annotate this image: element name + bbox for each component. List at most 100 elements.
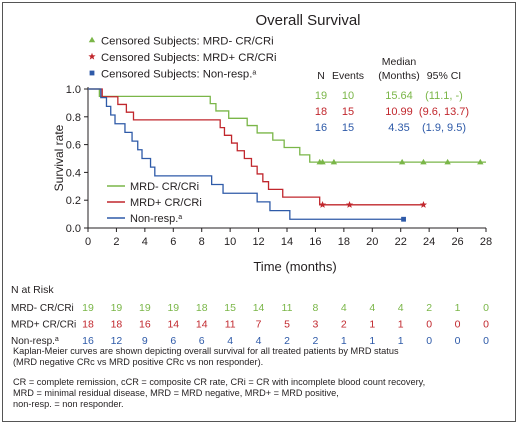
risk-count-non_resp: 0	[426, 335, 432, 347]
legend-line-label-mrd_neg: MRD- CR/CRi	[130, 181, 199, 193]
summary-header-events: Events	[332, 70, 364, 82]
figure-frame: Overall Survival Censored Subjects: MRD-…	[2, 2, 516, 422]
x-tick-label: 26	[451, 236, 463, 248]
footnote-line: CR = complete remission, cCR = composite…	[13, 377, 426, 387]
risk-table-title: N at Risk	[11, 284, 54, 296]
risk-count-mrd_pos: 1	[369, 319, 375, 331]
x-tick-label: 6	[170, 236, 176, 248]
summary-median-mrd_pos: 10.99	[385, 106, 413, 118]
x-tick-label: 14	[281, 236, 293, 248]
x-tick-label: 0	[85, 236, 91, 248]
y-tick-label: 0.4	[66, 167, 81, 179]
summary-n-mrd_neg: 19	[315, 90, 327, 102]
y-tick-label: 0.6	[66, 140, 81, 152]
risk-count-mrd_neg: 15	[224, 302, 236, 314]
risk-count-mrd_pos: 14	[167, 319, 179, 331]
survival-chart: Overall Survival Censored Subjects: MRD-…	[11, 12, 492, 348]
risk-count-mrd_neg: 4	[341, 302, 347, 314]
risk-count-mrd_neg: 19	[82, 302, 94, 314]
risk-count-mrd_pos: 18	[111, 319, 123, 331]
risk-count-mrd_pos: 0	[455, 319, 461, 331]
x-axis-label: Time (months)	[253, 259, 336, 274]
footnote-line: (MRD negative CRc vs MRD positive CRc vs…	[13, 357, 264, 368]
summary-n-mrd_pos: 18	[315, 106, 327, 118]
footnote-line: non-resp. = non responder.	[13, 399, 124, 410]
risk-count-mrd_pos: 3	[313, 319, 319, 331]
median-summary-table: Median N Events (Months) 95% CI 19 10 15.64 (11.…	[315, 56, 469, 134]
risk-count-mrd_neg: 14	[253, 302, 265, 314]
risk-count-mrd_pos: 5	[284, 319, 290, 331]
summary-ci-mrd_neg: (11.1, -)	[425, 90, 463, 102]
summary-header-median-unit: (Months)	[378, 70, 419, 82]
legend-line-label-mrd_pos: MRD+ CR/CRi	[130, 197, 202, 209]
x-tick-label: 20	[366, 236, 378, 248]
x-tick-label: 18	[338, 236, 350, 248]
chart-title: Overall Survival	[255, 12, 360, 29]
risk-count-mrd_neg: 0	[483, 302, 489, 314]
risk-count-mrd_neg: 18	[196, 302, 208, 314]
risk-count-mrd_pos: 7	[256, 319, 262, 331]
y-tick-label: 0.2	[66, 195, 81, 207]
x-tick-label: 24	[423, 236, 435, 248]
risk-count-non_resp: 0	[455, 335, 461, 347]
summary-ci-mrd_pos: (9.6, 13.7)	[419, 106, 469, 118]
footnote-line: Kaplan-Meier curves are shown depicting …	[13, 346, 399, 356]
risk-count-non_resp: 6	[170, 335, 176, 347]
legend-marker-mrd_neg	[88, 36, 96, 43]
risk-count-mrd_neg: 2	[426, 302, 432, 314]
censor-mark-mrd_neg	[477, 158, 484, 165]
risk-count-mrd_pos: 2	[341, 319, 347, 331]
censor-mark-mrd_pos	[318, 200, 327, 208]
footnote-line: MRD = minimal residual disease, MRD = MR…	[13, 388, 339, 399]
summary-ci-non_resp: (1.9, 9.5)	[422, 122, 466, 134]
risk-row-label-mrd_neg: MRD- CR/CRi	[11, 303, 74, 314]
risk-count-mrd_pos: 0	[426, 319, 432, 331]
censored-legend: Censored Subjects: MRD- CR/CRi Censored S…	[88, 36, 276, 81]
y-tick-label: 0.8	[66, 112, 81, 124]
risk-count-mrd_neg: 4	[398, 302, 404, 314]
risk-row-label-non_resp: Non-resp.a	[11, 336, 59, 348]
summary-median-mrd_neg: 15.64	[385, 90, 413, 102]
risk-count-non_resp: 6	[199, 335, 205, 347]
summary-events-mrd_pos: 15	[342, 106, 354, 118]
summary-header-n: N	[317, 70, 325, 82]
legend-label-non_resp: Censored Subjects: Non-resp.a	[101, 69, 256, 81]
legend-label-mrd_neg: Censored Subjects: MRD- CR/CRi	[101, 36, 274, 48]
curve-mrd_neg	[88, 88, 486, 163]
risk-count-non_resp: 12	[111, 335, 123, 347]
legend-line-label-non_resp: Non-resp.a	[130, 213, 182, 225]
risk-count-non_resp: 16	[82, 335, 94, 347]
risk-row-label-mrd_pos: MRD+ CR/CRi	[11, 320, 76, 331]
legend-marker-non_resp	[89, 70, 95, 76]
summary-events-mrd_neg: 10	[342, 90, 354, 102]
x-tick-label: 10	[224, 236, 236, 248]
footnote-abbreviations: CR = complete remission, cCR = composite…	[13, 377, 425, 411]
y-axis-label: Survival rate	[52, 124, 66, 191]
risk-count-non_resp: 2	[313, 335, 319, 347]
censor-mark-mrd_pos	[345, 200, 354, 208]
risk-count-mrd_pos: 14	[196, 319, 208, 331]
risk-count-non_resp: 0	[483, 335, 489, 347]
risk-count-mrd_neg: 19	[111, 302, 123, 314]
plot-axes: 0.00.20.40.60.81.00 2 4 6 8 10 12 14 16 18 20 22 24 2…	[66, 84, 492, 248]
censor-mark-mrd_neg	[444, 158, 451, 165]
risk-count-non_resp: 4	[227, 335, 233, 347]
censor-mark-mrd_neg	[319, 158, 326, 165]
risk-count-non_resp: 4	[256, 335, 262, 347]
summary-events-non_resp: 15	[342, 122, 354, 134]
x-tick-label: 12	[252, 236, 264, 248]
x-tick-label: 4	[142, 236, 148, 248]
summary-median-non_resp: 4.35	[388, 122, 409, 134]
censor-mark-mrd_neg	[330, 158, 338, 165]
risk-count-mrd_pos: 1	[398, 319, 404, 331]
risk-count-non_resp: 1	[369, 335, 375, 347]
legend-marker-mrd_pos	[88, 52, 96, 60]
risk-count-mrd_pos: 0	[483, 319, 489, 331]
censor-mark-non_resp	[401, 216, 406, 222]
footnote-description: Kaplan-Meier curves are shown depicting …	[13, 346, 399, 368]
risk-count-mrd_pos: 18	[82, 319, 94, 331]
risk-count-mrd_pos: 11	[225, 319, 236, 331]
legend-label-mrd_pos: Censored Subjects: MRD+ CR/CRi	[101, 52, 276, 64]
y-tick-label: 0.0	[66, 223, 81, 235]
summary-n-non_resp: 16	[315, 122, 327, 134]
